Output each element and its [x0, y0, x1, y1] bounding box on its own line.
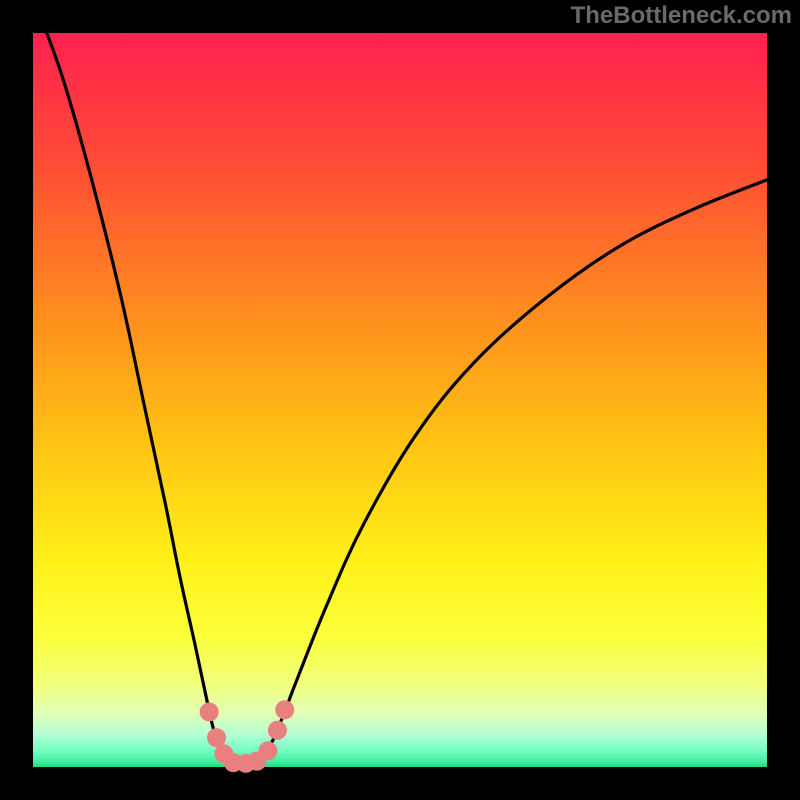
data-marker: [276, 701, 294, 719]
stage: TheBottleneck.com: [0, 0, 800, 800]
data-marker: [200, 703, 218, 721]
data-marker: [208, 729, 226, 747]
data-marker: [268, 721, 286, 739]
watermark-text: TheBottleneck.com: [571, 2, 792, 30]
data-marker: [259, 742, 277, 760]
chart-svg: [0, 0, 800, 800]
